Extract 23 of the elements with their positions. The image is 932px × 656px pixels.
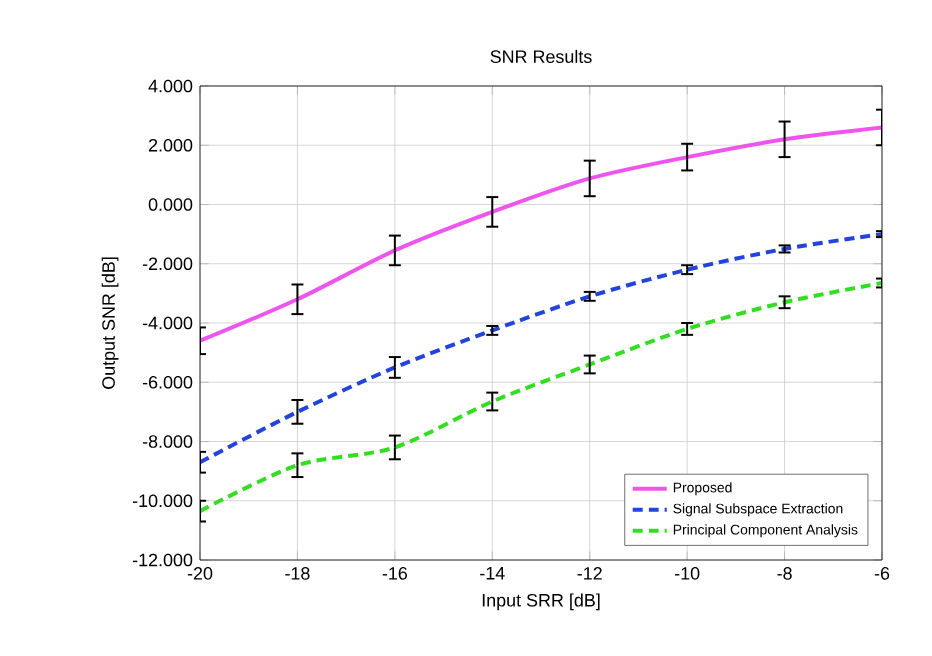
y-axis-title: Output SNR [dB] (101, 257, 119, 389)
x-tick-label: -14 (480, 567, 505, 580)
y-tick-label: 0.000 (148, 198, 193, 211)
x-tick-label: -8 (777, 567, 792, 580)
y-tick-label: -4.000 (142, 316, 193, 330)
y-tick-label: 2.000 (148, 138, 193, 152)
x-tick-label: -10 (675, 567, 700, 580)
x-tick-label: -6 (874, 567, 890, 580)
chart-title: SNR Results (490, 49, 592, 64)
y-tick-label: -8.000 (142, 435, 193, 448)
y-tick-label: 4.000 (148, 79, 193, 93)
x-tick-label: -12 (577, 567, 602, 580)
y-tick-label: -2.000 (142, 257, 193, 271)
line-series (200, 125, 883, 343)
x-tick-label: -20 (187, 567, 213, 580)
y-tick-label: -12.000 (132, 553, 193, 567)
x-tick-label: -18 (285, 567, 310, 580)
x-axis-title: Input SRR [dB] (482, 593, 600, 611)
y-tick-label: -10.000 (132, 494, 193, 508)
y-tick-label: -6.000 (142, 375, 193, 389)
line-series (200, 232, 883, 465)
line-series (200, 281, 883, 514)
x-tick-label: -16 (382, 567, 408, 580)
